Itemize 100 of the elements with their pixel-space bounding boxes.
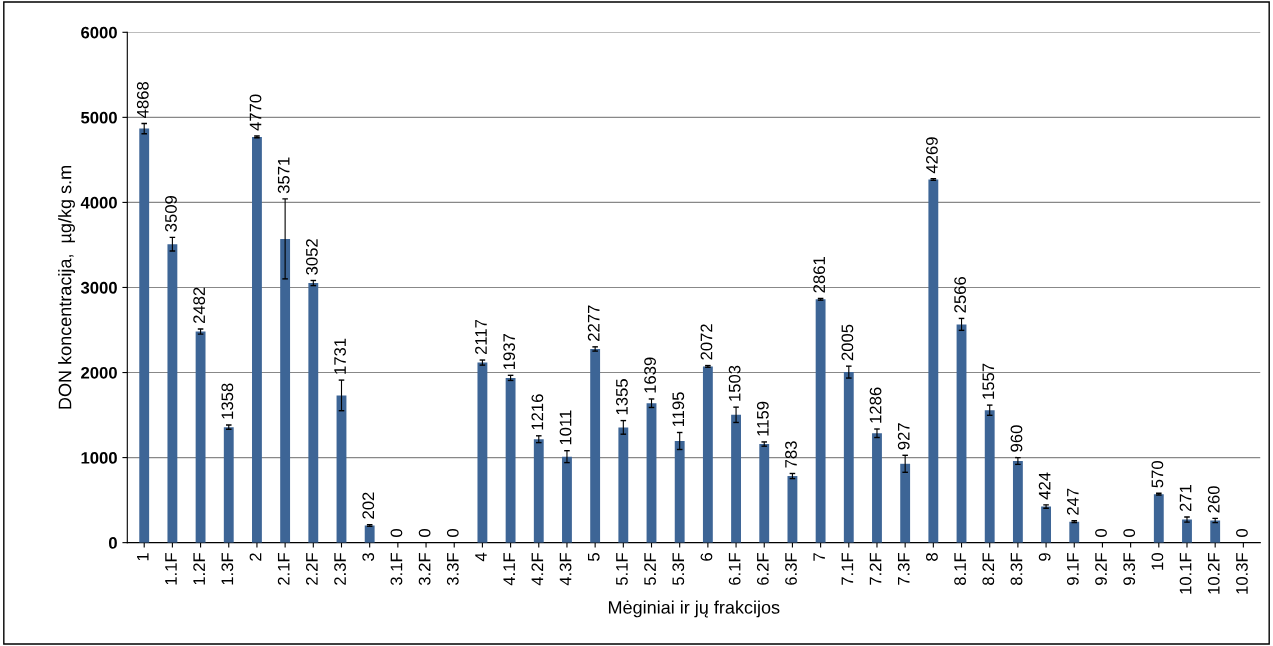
data-label: 1216: [531, 394, 544, 430]
x-tick-label: 7.3F: [897, 553, 910, 585]
bar: [1041, 506, 1052, 543]
bar: [928, 179, 939, 543]
bar: [815, 299, 826, 543]
data-label: 3509: [165, 195, 177, 232]
bar: [533, 439, 544, 543]
x-tick-label: 2.1F: [277, 553, 290, 585]
x-tick-label: 6.2F: [756, 553, 769, 585]
data-label: 0: [1236, 528, 1248, 537]
bar: [1153, 494, 1164, 543]
bar: [1069, 521, 1080, 543]
x-tick-label: 7.2F: [869, 553, 882, 585]
data-label: 2482: [193, 287, 206, 324]
data-label: 0: [1123, 528, 1136, 537]
data-label: 2277: [587, 305, 600, 341]
bar: [674, 441, 685, 543]
x-tick-label: 8.1F: [954, 553, 966, 585]
y-axis-title: DON koncentracija, µg/kg s.m: [58, 166, 75, 409]
data-label: 2005: [841, 324, 854, 361]
data-label: 2566: [954, 276, 966, 313]
x-tick-label: 1: [137, 553, 149, 561]
x-tick-label: 5.3F: [672, 553, 685, 586]
data-label: 271: [1179, 484, 1192, 512]
x-axis-title: Mėginiai ir jų frakcijos: [608, 600, 780, 618]
x-tick-label: 9.1F: [1066, 553, 1079, 585]
x-tick-label: 6.3F: [785, 553, 797, 585]
y-tick-label: 5000: [81, 111, 117, 124]
x-tick-label: 5.2F: [644, 553, 656, 586]
data-label: 0: [418, 528, 431, 537]
data-label: 424: [1038, 472, 1051, 500]
x-tick-label: 5.1F: [616, 553, 628, 586]
data-label: 570: [1151, 461, 1164, 488]
bar: [336, 395, 347, 543]
x-tick-label: 2.3F: [334, 553, 346, 585]
x-tick-label: 3.1F: [390, 553, 403, 586]
bar: [984, 410, 995, 543]
y-tick-label: 0: [108, 537, 117, 549]
x-tick-label: 10.2F: [1207, 553, 1220, 594]
data-label: 0: [446, 528, 459, 537]
data-label: 960: [1010, 425, 1023, 452]
data-label: 4269: [926, 137, 938, 174]
data-label: 1731: [334, 338, 346, 374]
y-tick-label: 4000: [80, 196, 117, 209]
bar: [223, 427, 234, 543]
data-label: 1286: [869, 387, 882, 423]
data-label: 927: [897, 423, 910, 450]
bar: [590, 348, 601, 543]
x-tick-label: 8.3F: [1010, 553, 1023, 585]
y-tick-label: 1000: [81, 451, 117, 464]
x-tick-label: 7.1F: [841, 553, 854, 585]
x-tick-label: 6: [700, 553, 713, 561]
y-tick-label: 6000: [81, 26, 117, 39]
data-label: 4770: [249, 94, 262, 131]
bar: [167, 244, 178, 543]
bar: [843, 372, 854, 543]
data-label: 1639: [644, 357, 656, 393]
data-label: 1195: [672, 392, 685, 427]
data-label: 202: [362, 492, 375, 519]
bar: [1012, 460, 1023, 543]
bar: [646, 403, 657, 543]
data-label: 2861: [813, 257, 826, 293]
data-label: 0: [390, 528, 403, 537]
bar: [702, 366, 713, 543]
bar: [364, 525, 375, 543]
bar: [872, 433, 882, 543]
x-tick-label: 4.1F: [503, 553, 515, 586]
data-label: 1159: [756, 401, 769, 436]
bar: [477, 362, 488, 543]
bar: [195, 331, 206, 543]
bar: [252, 136, 262, 543]
x-tick-label: 8.2F: [982, 553, 995, 585]
data-label: 1355: [616, 379, 628, 415]
x-tick-label: 2: [249, 553, 262, 561]
bar: [900, 463, 911, 543]
data-label: 260: [1207, 486, 1220, 513]
y-tick-label: 3000: [80, 281, 117, 294]
bar: [308, 283, 319, 543]
data-label: 3571: [277, 157, 290, 194]
x-tick-label: 1.2F: [193, 553, 205, 585]
data-label: 2072: [700, 324, 713, 360]
x-tick-label: 10: [1151, 553, 1164, 570]
bar: [505, 377, 516, 543]
y-tick-label: 2000: [81, 366, 117, 379]
bar: [787, 476, 798, 543]
data-label: 3052: [305, 239, 318, 275]
bar: [280, 238, 291, 543]
x-tick-label: 7: [813, 553, 825, 561]
bar: [1182, 519, 1192, 543]
x-tick-label: 1.3F: [221, 553, 234, 585]
data-label: 247: [1066, 488, 1079, 515]
data-label: 783: [785, 441, 797, 468]
data-label: 4868: [136, 82, 149, 118]
data-label: 1358: [221, 383, 234, 419]
x-tick-label: 9: [1038, 553, 1051, 561]
x-tick-label: 10.3F: [1236, 553, 1248, 594]
bar: [1210, 520, 1221, 543]
x-tick-label: 1.1F: [165, 553, 177, 585]
x-tick-label: 9.3F: [1123, 553, 1136, 585]
bar: [731, 414, 741, 543]
